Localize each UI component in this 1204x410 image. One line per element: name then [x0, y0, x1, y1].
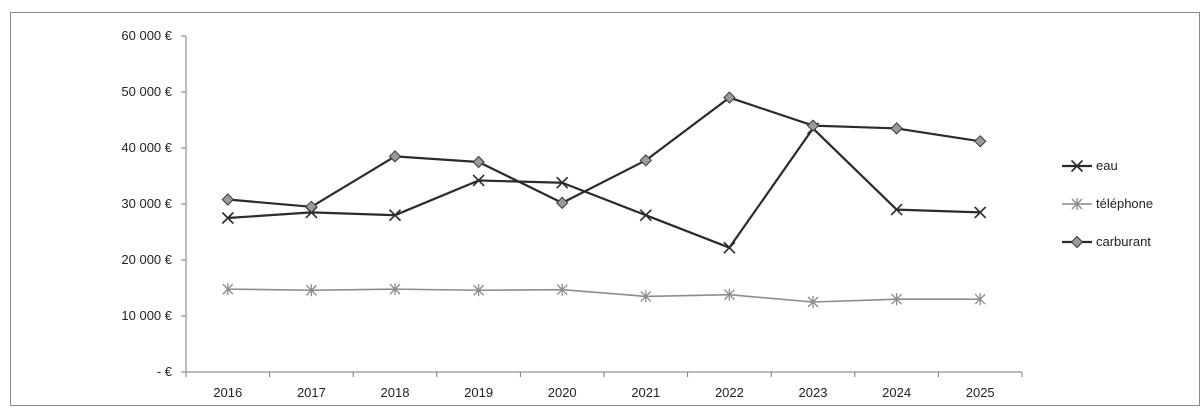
data-point-carburant	[890, 122, 903, 135]
data-point-eau	[221, 211, 234, 225]
series-carburant	[221, 91, 987, 214]
data-point-eau	[890, 203, 903, 216]
data-point-eau	[556, 176, 569, 189]
x-tick-label: 2020	[548, 385, 577, 400]
data-point-carburant	[555, 196, 569, 210]
series-layer	[221, 91, 987, 308]
data-point-téléphone	[640, 290, 652, 303]
data-point-carburant	[973, 135, 987, 148]
data-point-carburant	[388, 150, 402, 163]
legend-label: carburant	[1096, 234, 1151, 249]
data-point-téléphone	[723, 288, 735, 301]
chart-frame	[10, 12, 1200, 406]
data-point-téléphone	[974, 293, 986, 306]
data-point-téléphone	[305, 284, 317, 297]
legend-marker	[1071, 198, 1083, 210]
x-tick-label: 2016	[213, 385, 242, 400]
x-tick-label: 2023	[799, 385, 828, 400]
y-tick-label: 30 000 €	[121, 196, 172, 211]
x-ticks: 2016 2017 2018 2019 2020 2021 2022 2023 2024 2025	[185, 372, 1023, 400]
x-tick-label: 2025	[966, 385, 995, 400]
y-tick-label: 10 000 €	[121, 308, 172, 323]
legend-marker	[1070, 235, 1084, 249]
x-tick-label: 2022	[715, 385, 744, 400]
series-line-eau	[227, 127, 981, 249]
x-tick-label: 2017	[297, 385, 326, 400]
y-tick-label: - €	[157, 364, 173, 379]
y-ticks: - € 10 000 € 20 000 € 30 000 € 40 000 € 50 00…	[121, 28, 186, 379]
x-tick-label: 2018	[381, 385, 410, 400]
x-tick-label: 2024	[882, 385, 911, 400]
data-point-téléphone	[807, 296, 819, 308]
data-point-téléphone	[389, 283, 401, 296]
series-line-carburant	[227, 96, 981, 208]
data-point-eau	[974, 206, 987, 219]
data-point-téléphone	[222, 283, 234, 296]
y-tick-label: 20 000 €	[121, 252, 172, 267]
y-tick-label: 50 000 €	[121, 84, 172, 99]
x-tick-label: 2019	[464, 385, 493, 400]
data-point-eau	[639, 209, 652, 222]
y-tick-label: 60 000 €	[121, 28, 172, 43]
data-point-carburant	[305, 200, 318, 214]
series-téléphone	[222, 283, 986, 308]
data-point-eau	[472, 174, 485, 187]
data-point-téléphone	[473, 284, 485, 297]
legend-label: eau	[1096, 158, 1118, 173]
legend-item-carburant: carburant	[1062, 234, 1151, 249]
data-point-carburant	[723, 91, 736, 104]
series-eau	[221, 122, 987, 254]
legend-item-eau: eau	[1062, 158, 1118, 173]
legend-item-téléphone: téléphone	[1062, 196, 1153, 211]
data-point-eau	[388, 209, 402, 222]
data-point-eau	[723, 241, 736, 254]
x-tick-label: 2021	[631, 385, 660, 400]
data-point-téléphone	[891, 293, 903, 306]
data-point-téléphone	[556, 283, 568, 296]
series-line-téléphone	[227, 288, 981, 303]
data-point-carburant	[221, 193, 235, 206]
data-point-carburant	[472, 155, 485, 169]
data-point-carburant	[806, 119, 820, 132]
y-tick-label: 40 000 €	[121, 140, 172, 155]
legend: eau téléphone carburant	[1062, 158, 1153, 249]
legend-label: téléphone	[1096, 196, 1153, 211]
data-point-carburant	[639, 154, 653, 167]
legend-marker	[1070, 159, 1084, 173]
